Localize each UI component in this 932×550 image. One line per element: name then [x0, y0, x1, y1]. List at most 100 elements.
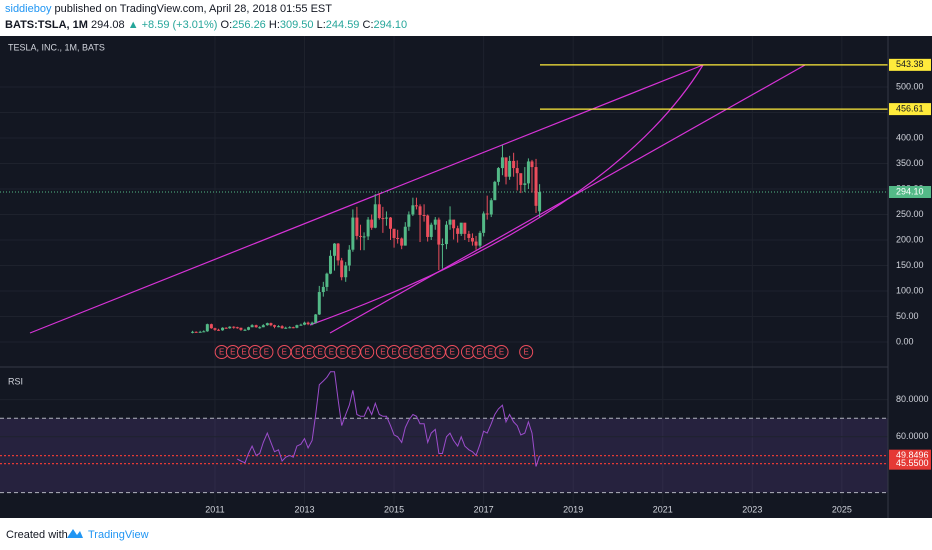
chart-background	[0, 36, 932, 518]
earnings-label: E	[391, 348, 396, 357]
earnings-label: E	[436, 348, 441, 357]
price-level-label: 456.61	[896, 103, 924, 113]
candle-body	[392, 228, 396, 238]
x-tick-label: 2011	[205, 504, 224, 514]
candle-body	[232, 326, 236, 328]
symbol: BATS:TSLA, 1M	[5, 19, 88, 31]
y-tick-label: 500.00	[896, 81, 924, 91]
candle-body	[194, 331, 198, 333]
candle-body	[306, 322, 310, 325]
x-tick-label: 2025	[832, 504, 852, 514]
author[interactable]: siddieboy	[5, 3, 52, 15]
earnings-marker	[259, 345, 274, 359]
y-tick-label: 100.00	[896, 285, 924, 295]
chart-title: TESLA, INC., 1M, BATS	[8, 42, 105, 52]
candle-body	[347, 249, 351, 266]
candle-body	[228, 326, 232, 329]
y-tick-label: 80.0000	[896, 394, 929, 404]
price-level-label: 543.38	[896, 59, 924, 69]
candle-body	[191, 331, 195, 333]
candle-body	[362, 236, 366, 238]
ohlc-l: 244.59	[325, 19, 360, 31]
candle-body	[366, 219, 370, 237]
candle-body	[530, 161, 534, 168]
candle-body	[396, 237, 400, 239]
y-tick-label: 400.00	[896, 132, 924, 142]
candle-body	[235, 327, 239, 329]
candle-body	[295, 325, 299, 328]
x-tick-label: 2017	[474, 504, 494, 514]
x-tick-label: 2019	[563, 504, 583, 514]
y-tick-label: 0.00	[896, 336, 914, 346]
candle-body	[269, 323, 273, 326]
earnings-label: E	[488, 348, 493, 357]
ohlc-o-label: O:	[220, 19, 233, 31]
candle-body	[448, 219, 452, 225]
candle-body	[273, 325, 277, 327]
candle-body	[205, 324, 209, 332]
earnings-marker	[494, 345, 509, 359]
ohlc-h: 309.50	[279, 19, 314, 31]
earnings-label: E	[414, 348, 419, 357]
earnings-label: E	[282, 348, 287, 357]
candle-body	[459, 222, 463, 234]
candle-body	[198, 331, 202, 333]
ohlc-o: 256.26	[232, 19, 266, 31]
candle-body	[504, 157, 508, 177]
earnings-marker	[445, 345, 460, 359]
ohlc-l-label: L:	[316, 19, 326, 31]
earnings-label: E	[306, 348, 311, 357]
y-tick-label: 150.00	[896, 260, 924, 270]
earnings-label: E	[365, 348, 370, 357]
candle-body	[265, 323, 269, 326]
candle-body	[508, 160, 512, 177]
candle-body	[433, 219, 437, 225]
earnings-label: E	[450, 348, 455, 357]
rsi-line	[237, 371, 541, 467]
candle-body	[429, 224, 433, 237]
published: published on TradingView.com, April 28, …	[54, 3, 332, 15]
candle-body	[213, 328, 217, 330]
candle-body	[422, 215, 426, 217]
earnings-label: E	[219, 348, 224, 357]
rsi-level-label: 49.8496	[896, 450, 929, 460]
earnings-label: E	[403, 348, 408, 357]
brand[interactable]: TradingView	[88, 529, 149, 541]
earnings-label: E	[264, 348, 269, 357]
candle-body	[328, 255, 332, 274]
candle-body	[426, 215, 430, 237]
candle-body	[489, 200, 493, 215]
candle-body	[280, 326, 284, 329]
candle-body	[344, 265, 348, 278]
candle-body	[221, 327, 225, 331]
candle-body	[452, 219, 456, 229]
candle-body	[437, 219, 441, 245]
candle-body	[243, 329, 247, 331]
candle-body	[247, 327, 251, 330]
candle-body	[411, 205, 415, 215]
candle-body	[224, 327, 228, 329]
candle-body	[526, 161, 530, 184]
earnings-label: E	[465, 348, 470, 357]
candle-body	[400, 238, 404, 246]
x-tick-label: 2023	[742, 504, 762, 514]
x-tick-label: 2013	[294, 504, 314, 514]
rsi-title: RSI	[8, 376, 23, 386]
candle-body	[314, 314, 318, 323]
candle-body	[288, 327, 292, 329]
candle-body	[333, 243, 337, 256]
earnings-label: E	[524, 348, 529, 357]
earnings-label: E	[241, 348, 246, 357]
earnings-label: E	[253, 348, 258, 357]
candle-body	[440, 244, 444, 246]
header: siddieboy published on TradingView.com, …	[0, 0, 932, 36]
candle-body	[373, 204, 377, 228]
candle-body	[377, 204, 381, 219]
candle-body	[478, 232, 482, 246]
ohlc-c: 294.10	[373, 19, 408, 31]
candle-body	[299, 324, 303, 326]
candle-body	[250, 325, 254, 328]
